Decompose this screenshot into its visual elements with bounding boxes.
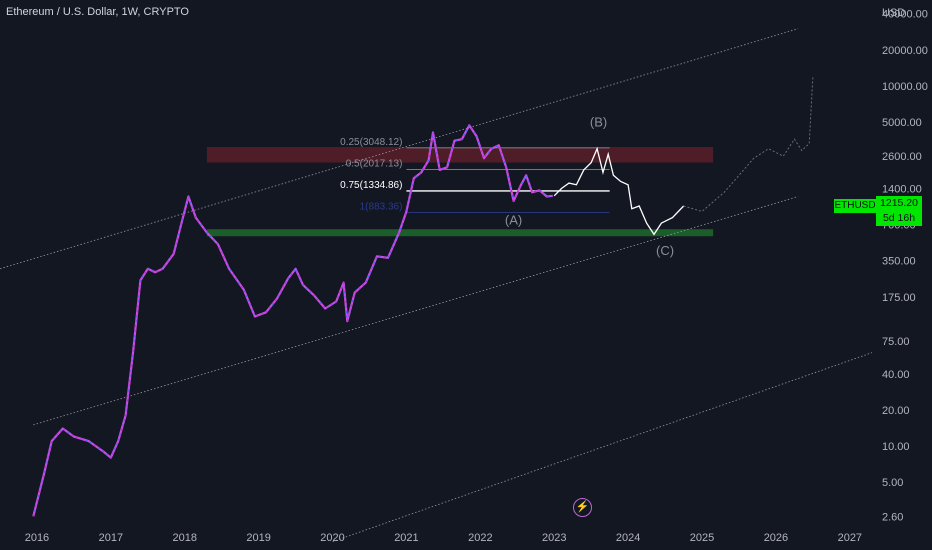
wave-label: (A) — [505, 213, 522, 228]
y-tick-label: 175.00 — [882, 292, 916, 304]
x-tick-label: 2019 — [246, 532, 270, 544]
lightning-bolt-icon[interactable]: ⚡ — [573, 498, 592, 517]
y-tick-label: 350.00 — [882, 256, 916, 268]
fib-level-label: 0.75(1334.86) — [340, 180, 402, 191]
demand-zone — [206, 229, 714, 237]
y-tick-label: 40.00 — [882, 369, 910, 381]
fib-level-label: 1(883.36) — [360, 201, 403, 212]
x-tick-label: 2023 — [542, 532, 566, 544]
x-tick-label: 2024 — [616, 532, 640, 544]
last-price: 1215.20 — [880, 197, 918, 209]
x-tick-label: 2016 — [25, 532, 49, 544]
x-tick-label: 2020 — [320, 532, 344, 544]
y-tick-label: 2.60 — [882, 511, 903, 523]
chart-title: Ethereum / U.S. Dollar, 1W, CRYPTO — [6, 6, 189, 18]
y-tick-label: 20.00 — [882, 405, 910, 417]
fib-level-label: 0.5(2017.13) — [346, 158, 403, 169]
y-tick-label: 10000.00 — [882, 81, 928, 93]
y-tick-label: 2600.00 — [882, 151, 922, 163]
y-tick-label: 20000.00 — [882, 45, 928, 57]
x-tick-label: 2027 — [838, 532, 862, 544]
channel-line-0 — [0, 28, 799, 270]
fib-level-label: 0.25(3048.12) — [340, 137, 402, 148]
price-series-line — [32, 124, 553, 517]
x-tick-label: 2021 — [394, 532, 418, 544]
y-axis-unit: USD — [882, 7, 905, 19]
y-tick-label: 5.00 — [882, 477, 903, 489]
x-tick-label: 2026 — [764, 532, 788, 544]
price-badge: 1215.20 5d 16h — [876, 196, 922, 226]
channel-line-2 — [332, 352, 873, 542]
y-tick-label: 10.00 — [882, 441, 910, 453]
x-tick-label: 2017 — [99, 532, 123, 544]
bar-countdown: 5d 16h — [882, 212, 916, 224]
y-tick-label: 75.00 — [882, 336, 910, 348]
x-tick-label: 2022 — [468, 532, 492, 544]
y-tick-label: 1400.00 — [882, 183, 922, 195]
projection-path — [553, 146, 685, 236]
ticker-badge: ETHUSD — [834, 199, 876, 213]
wave-label: (B) — [590, 114, 607, 129]
price-series-candles — [32, 124, 553, 517]
x-tick-label: 2025 — [690, 532, 714, 544]
y-tick-label: 40000.00 — [882, 9, 928, 21]
y-tick-label: 5000.00 — [882, 117, 922, 129]
wave-label: (C) — [656, 243, 674, 258]
supply-zone — [206, 147, 714, 163]
faint-projection-path — [683, 76, 814, 213]
x-tick-label: 2018 — [173, 532, 197, 544]
channel-line-1 — [33, 196, 799, 426]
